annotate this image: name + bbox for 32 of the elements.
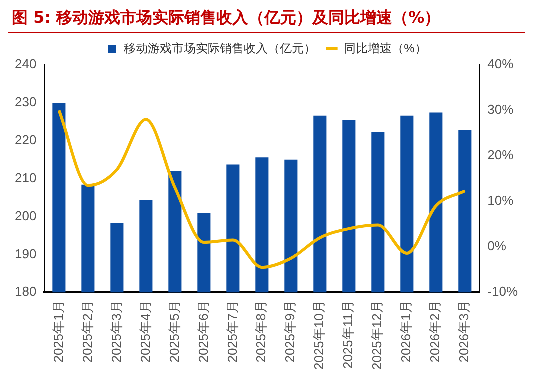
y2-tick-label: 10%: [488, 193, 514, 208]
y-tick-label: 230: [14, 94, 37, 110]
x-tick-label: 2026年1月: [398, 300, 414, 363]
legend-label: 同比增速（%）: [344, 41, 427, 56]
y-tick-label: 210: [14, 170, 37, 186]
y2-tick-label: -10%: [488, 284, 518, 300]
line-series: [58, 109, 467, 270]
y-tick-label: 190: [14, 246, 37, 262]
y2-tick-label: 0%: [488, 238, 507, 254]
x-tick-label: 2026年2月: [428, 300, 443, 363]
x-tick-label: 2025年8月: [254, 300, 269, 363]
x-tick-label: 2025年5月: [166, 300, 182, 363]
y-tick-label: 220: [14, 132, 37, 148]
x-tick-label: 2025年12月: [370, 300, 385, 370]
x-tick-label: 2025年1月: [50, 300, 66, 363]
legend-label: 移动游戏市场实际销售收入（亿元）: [124, 41, 316, 56]
x-tick-label: 2025年11月: [340, 300, 356, 370]
x-tick-label: 2025年9月: [282, 300, 298, 363]
y-tick-label: 200: [14, 208, 37, 224]
y2-tick-label: 40%: [488, 56, 514, 72]
x-tick-label: 2025年10月: [312, 300, 327, 370]
x-tick-label: 2025年4月: [138, 300, 153, 363]
chart-title: 图 5: 移动游戏市场实际销售收入（亿元）及同比增速（%）: [8, 8, 525, 33]
x-tick-label: 2026年3月: [456, 300, 472, 363]
x-tick-label: 2025年7月: [224, 300, 240, 363]
x-tick-label: 2025年2月: [80, 300, 95, 363]
y2-tick-label: 20%: [488, 148, 514, 163]
y2-tick-label: 30%: [488, 102, 514, 118]
x-tick-label: 2025年6月: [196, 300, 211, 363]
y-tick-label: 180: [14, 284, 37, 300]
x-tick-label: 2025年3月: [108, 300, 124, 363]
y-tick-label: 240: [14, 56, 37, 72]
